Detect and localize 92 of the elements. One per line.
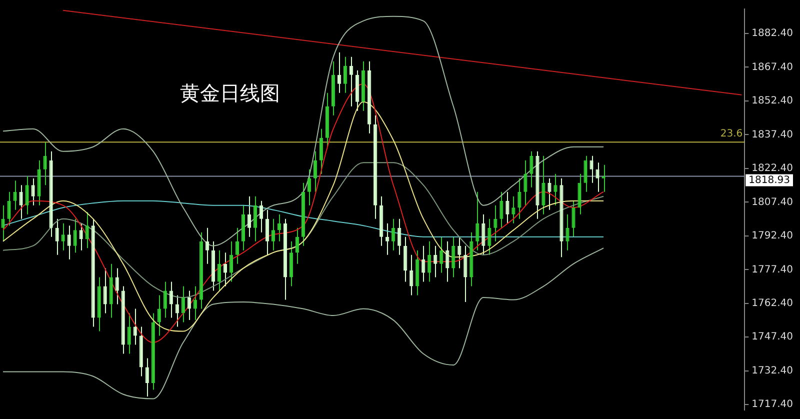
candlestick <box>530 150 534 188</box>
candlestick <box>235 227 240 264</box>
candlestick <box>295 227 300 264</box>
y-tick-label: 1792.40 <box>752 230 794 242</box>
candlestick <box>217 250 221 292</box>
candlestick <box>205 227 209 264</box>
candlestick <box>79 222 83 251</box>
y-tick-label: 1852.40 <box>752 96 794 107</box>
candlestick <box>494 204 498 242</box>
candlestick <box>259 200 264 233</box>
candlestick <box>542 155 546 215</box>
candlestick <box>554 173 558 206</box>
candlestick <box>127 312 131 354</box>
candlestick <box>25 176 29 215</box>
candlestick <box>548 178 552 210</box>
candlestick <box>115 268 119 305</box>
candlestick <box>133 308 137 346</box>
y-tick-label: 1762.40 <box>752 298 794 309</box>
y-tick-label: 1732.40 <box>752 365 794 376</box>
candlestick <box>187 290 191 321</box>
candlestick <box>566 214 570 251</box>
candlestick <box>482 214 486 256</box>
candlestick <box>1 204 5 242</box>
candlestick <box>476 191 480 251</box>
ref-line-label: 1818.93 <box>748 174 790 186</box>
y-tick-label: 1747.40 <box>752 332 794 343</box>
candlestick <box>440 236 444 274</box>
candlestick <box>572 200 576 238</box>
y-tick-label: 1882.40 <box>752 28 794 40</box>
candlestick <box>524 160 528 206</box>
candlestick <box>337 52 342 94</box>
y-tick-label: 1822.40 <box>752 163 794 174</box>
candlestick <box>175 294 179 328</box>
candlestick <box>145 358 149 398</box>
candlestick <box>344 56 348 94</box>
candlestick <box>584 155 588 192</box>
candlestick <box>169 281 173 318</box>
candlestick <box>157 294 161 336</box>
candlestick <box>404 236 408 282</box>
candlestick <box>434 245 438 278</box>
candlestick <box>398 218 402 256</box>
candlestick <box>518 178 522 220</box>
line-series <box>2 16 604 246</box>
candlestick <box>277 214 282 242</box>
y-tick-label: 1837.40 <box>752 129 794 140</box>
candlestick <box>163 281 167 318</box>
candlestick <box>223 252 227 287</box>
candlestick <box>193 286 197 321</box>
y-tick-label: 1717.40 <box>752 399 794 410</box>
candlestick <box>19 184 23 220</box>
line-series <box>2 248 604 400</box>
y-tick-label: 1807.40 <box>752 196 794 208</box>
y-tick-label: 1867.40 <box>752 62 794 73</box>
candlestick <box>31 178 35 206</box>
candlestick <box>289 240 294 287</box>
candlestick <box>452 236 456 278</box>
annotation: 23.6 <box>720 128 743 140</box>
candlestick <box>464 245 468 303</box>
candlestick <box>265 209 270 256</box>
text: 黄金日线图 <box>180 81 280 106</box>
candlestick <box>596 162 600 192</box>
candlestick <box>512 196 516 224</box>
candlestick <box>386 222 390 256</box>
candlestick <box>271 218 276 251</box>
candlestick <box>181 286 185 323</box>
candlestick <box>410 254 414 296</box>
candlestick <box>247 196 252 238</box>
candlestick <box>590 155 594 184</box>
candlestick <box>446 240 450 282</box>
candlestick <box>61 222 65 251</box>
candlestick <box>506 191 510 224</box>
candlestick <box>43 142 47 186</box>
candlestick <box>313 150 318 192</box>
candlestick <box>350 56 354 107</box>
candlestick <box>422 245 426 282</box>
candlestick <box>319 128 324 174</box>
candlestick <box>458 236 462 269</box>
candlestick <box>55 218 59 256</box>
candlestick <box>13 180 17 210</box>
candlestick <box>428 240 432 282</box>
y-tick-label: 1777.40 <box>752 264 794 276</box>
candlestick <box>307 168 312 206</box>
candlestick <box>7 191 11 226</box>
candlestick <box>500 191 504 228</box>
candlestick <box>85 212 89 249</box>
candlestick <box>488 218 492 256</box>
candlestick <box>67 225 71 260</box>
candlestick <box>73 218 77 254</box>
candlestick <box>253 196 258 242</box>
candlestick <box>103 268 107 314</box>
candlestick <box>229 240 234 282</box>
candlestick <box>392 218 396 251</box>
